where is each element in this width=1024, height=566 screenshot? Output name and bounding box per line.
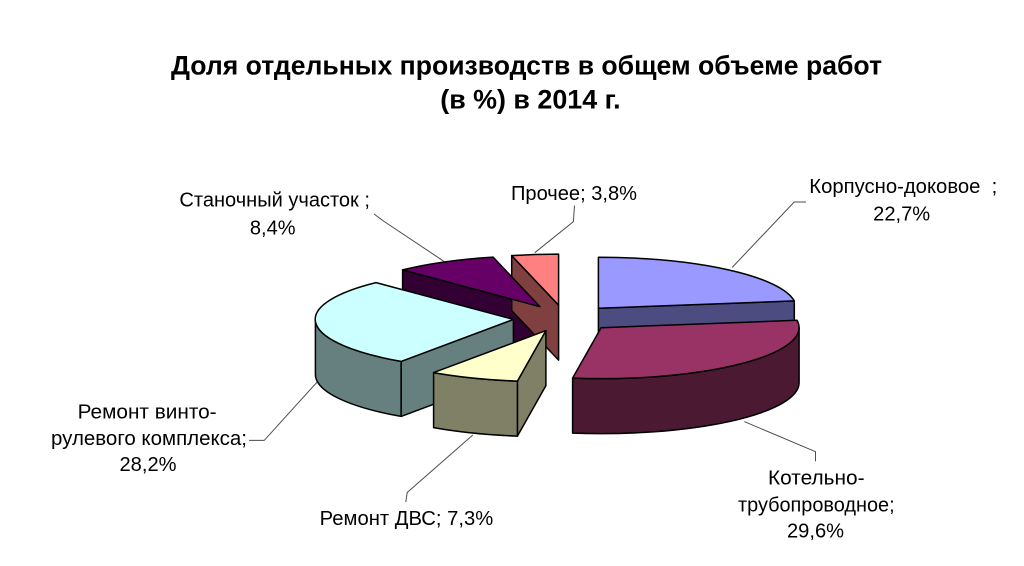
svg-text:Корпусно-доковое ;: Корпусно-доковое ;: [809, 176, 997, 198]
svg-text:Ремонт ДВС; 7,3%: Ремонт ДВС; 7,3%: [320, 508, 494, 530]
svg-text:8,4%: 8,4%: [250, 218, 296, 240]
svg-text:трубопроводное;: трубопроводное;: [738, 494, 895, 516]
svg-text:Прочее; 3,8%: Прочее; 3,8%: [511, 183, 637, 205]
svg-text:Доля отдельных производств в о: Доля отдельных производств в общем объем…: [171, 51, 882, 81]
svg-text:Станочный участок ;: Станочный участок ;: [179, 190, 370, 212]
svg-text:22,7%: 22,7%: [873, 204, 930, 226]
svg-text:рулевого комплекса;: рулевого комплекса;: [51, 428, 247, 450]
svg-text:28,2%: 28,2%: [120, 454, 177, 476]
svg-text:Ремонт винто-: Ремонт винто-: [78, 402, 217, 424]
svg-text:(в %) в 2014 г.: (в %) в 2014 г.: [440, 85, 620, 115]
svg-text:29,6%: 29,6%: [787, 520, 844, 542]
svg-text:Котельно-: Котельно-: [768, 467, 865, 489]
